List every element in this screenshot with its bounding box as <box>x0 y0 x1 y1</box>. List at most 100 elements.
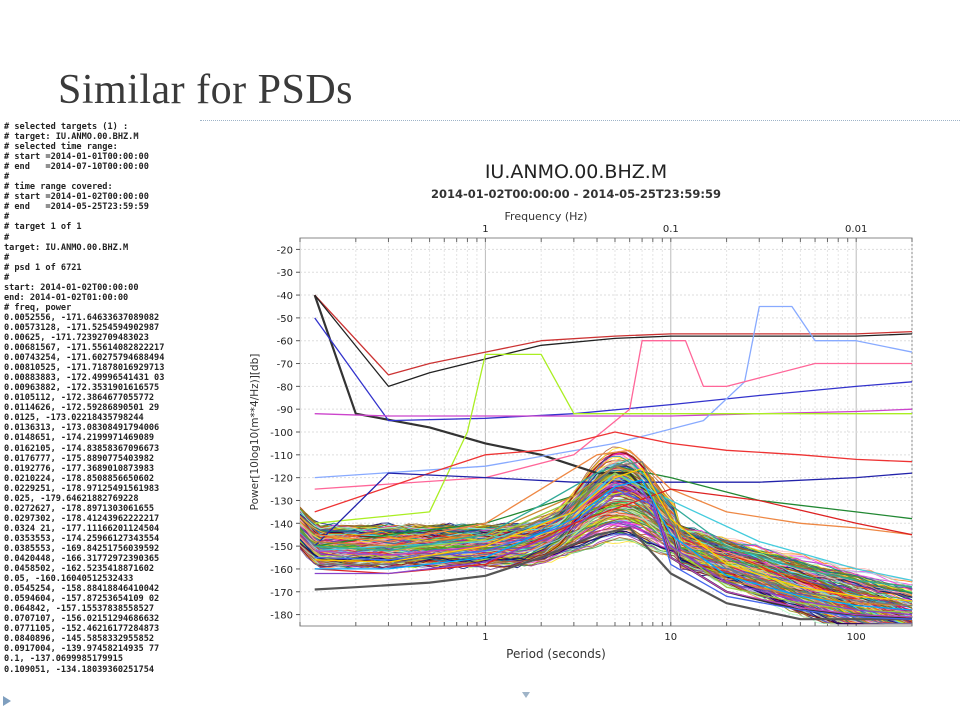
code-line: end: 2014-01-02T01:00:00 <box>4 292 129 303</box>
psd-chart: IU.ANMO.00.BHZ.M 2014-01-02T00:00:00 - 20… <box>249 161 913 660</box>
code-line: # time range covered: <box>4 182 113 193</box>
code-line: # selected targets (1) : <box>4 122 129 132</box>
code-line: 0.00625, -171.72392709483023 <box>4 332 149 343</box>
y-tick-label: -90 <box>277 405 293 416</box>
code-line: 0.0136313, -173.08308491794006 <box>4 423 160 434</box>
psd-series-line <box>314 479 912 611</box>
code-line: 0.0771105, -152.46216177284873 <box>4 624 160 635</box>
y-tick-label: -180 <box>270 611 293 622</box>
code-line: 0.00573128, -171.5254594902987 <box>4 322 160 333</box>
top-tick-label: 0.1 <box>663 224 679 235</box>
psd-series-line <box>314 526 912 621</box>
code-line: 0.0229251, -178.97125491561983 <box>4 483 160 494</box>
code-line: 0.0105112, -172.3864677055772 <box>4 393 155 404</box>
code-line: 0.0420448, -166.31772972390365 <box>4 554 160 565</box>
code-line: 0.00810525, -171.71878016929713 <box>4 363 165 374</box>
code-line: # <box>4 212 10 223</box>
code-line: 0.0148651, -174.2199971469089 <box>4 433 155 444</box>
x-tick-label: 10 <box>664 632 677 643</box>
code-line: 0.0114626, -172.59286890501 29 <box>4 403 160 414</box>
psd-series-line <box>314 488 912 616</box>
code-line: # end =2014-05-25T23:59:59 <box>4 202 149 213</box>
top-tick-label: 1 <box>482 224 488 235</box>
code-line: start: 2014-01-02T00:00:00 <box>4 282 139 293</box>
code-line: 0.0052556, -171.64633637089082 <box>4 312 160 323</box>
scroll-down-icon <box>522 692 530 698</box>
psd-background-curve <box>300 476 912 625</box>
code-line: # start =2014-01-02T00:00:00 <box>4 192 149 203</box>
left-margin <box>0 120 4 720</box>
code-line: 0.00883883, -172.49996541431 03 <box>4 373 165 384</box>
code-line: 0.0458502, -162.5235418871602 <box>4 564 155 575</box>
x-axis-label: Period (seconds) <box>506 647 606 660</box>
psd-series-line <box>314 294 912 376</box>
y-tick-label: -150 <box>270 542 293 553</box>
code-line: 0.0176777, -175.8890775403982 <box>4 453 155 464</box>
title-divider <box>200 120 960 121</box>
code-line: 0.0297302, -178.41243962222217 <box>4 513 160 524</box>
code-line: 0.0707107, -156.02151294686632 <box>4 614 160 625</box>
psd-background-curve <box>300 506 912 625</box>
y-tick-label: -50 <box>277 314 293 325</box>
psd-series-line <box>314 431 912 513</box>
y-tick-label: -80 <box>277 382 293 393</box>
series-group <box>300 294 912 625</box>
y-tick-label: -60 <box>277 337 293 348</box>
code-line: 0.0594604, -157.87253654109 02 <box>4 594 160 605</box>
code-line: 0.0125, -173.02218435798244 <box>4 413 144 424</box>
code-line: # end =2014-07-10T00:00:00 <box>4 162 149 173</box>
code-line: 0.0917004, -139.97458214935 77 <box>4 644 160 655</box>
y-tick-label: -140 <box>270 519 293 530</box>
chart-title: IU.ANMO.00.BHZ.M <box>485 161 667 183</box>
y-tick-label: -100 <box>270 428 293 439</box>
code-line: 0.1, -137.0699985179915 <box>4 654 123 665</box>
code-line: 0.0545254, -158.88418846410042 <box>4 584 160 595</box>
code-line: 0.064842, -157.15537838558527 <box>4 604 155 615</box>
psd-series-line <box>314 353 912 524</box>
code-line: # selected time range: <box>4 142 118 153</box>
code-line: 0.0353553, -174.25966127343554 <box>4 533 160 544</box>
y-tick-label: -30 <box>277 268 293 279</box>
psd-series-line <box>314 488 912 620</box>
code-line: 0.00681567, -171.55614082822217 <box>4 343 165 354</box>
chart-subtitle: 2014-01-02T00:00:00 - 2014-05-25T23:59:5… <box>431 187 721 201</box>
y-tick-label: -130 <box>270 496 293 507</box>
code-line: 0.025, -179.64621882769228 <box>4 493 139 504</box>
code-line: 0.0272627, -178.8971303061655 <box>4 503 155 514</box>
psd-series-line <box>314 305 912 479</box>
psd-background-curve <box>300 499 912 608</box>
psd-series-line <box>314 294 912 388</box>
psd-series-line <box>314 472 912 547</box>
psd-series-line <box>314 461 912 607</box>
y-axis-label: Power[10log10(m**4/Hz)][db] <box>249 354 261 511</box>
y-tick-label: -70 <box>277 360 293 371</box>
code-line: # start =2014-01-01T00:00:00 <box>4 152 149 163</box>
y-tick-label: -20 <box>277 245 293 256</box>
slide-title: Similar for PSDs <box>58 67 354 113</box>
y-tick-label: -110 <box>270 451 293 462</box>
psd-background-curve <box>300 490 912 608</box>
code-line: 0.0162105, -174.83858367096673 <box>4 443 160 454</box>
code-line: target: IU.ANMO.00.BHZ.M <box>4 242 129 253</box>
code-line: # psd 1 of 6721 <box>4 262 82 273</box>
psd-background-curve <box>300 537 912 625</box>
y-tick-label: -160 <box>270 565 293 576</box>
x-tick-label: 1 <box>482 632 488 643</box>
top-tick-label: 0.01 <box>845 224 867 235</box>
code-line: 0.0210224, -178.8508856650602 <box>4 473 155 484</box>
psd-series-line <box>314 340 912 490</box>
code-line: # <box>4 252 10 263</box>
code-line: 0.109051, -134.18039360251754 <box>4 664 155 675</box>
code-line: # target: IU.ANMO.00.BHZ.M <box>4 132 139 143</box>
psd-text-output: # selected targets (1) : # target: IU.ANM… <box>4 122 204 690</box>
code-line: 0.0192776, -177.3689010873983 <box>4 463 155 474</box>
y-tick-label: -120 <box>270 474 293 485</box>
bullet-arrow-icon <box>3 696 11 706</box>
psd-background-curve <box>300 457 912 591</box>
psd-series-line <box>314 467 912 602</box>
y-tick-label: -40 <box>277 291 293 302</box>
code-line: # target 1 of 1 <box>4 222 82 233</box>
psd-background-curve <box>300 489 912 609</box>
code-line: 0.0324 21, -177.11166201124504 <box>4 523 160 534</box>
code-line: # <box>4 172 10 183</box>
